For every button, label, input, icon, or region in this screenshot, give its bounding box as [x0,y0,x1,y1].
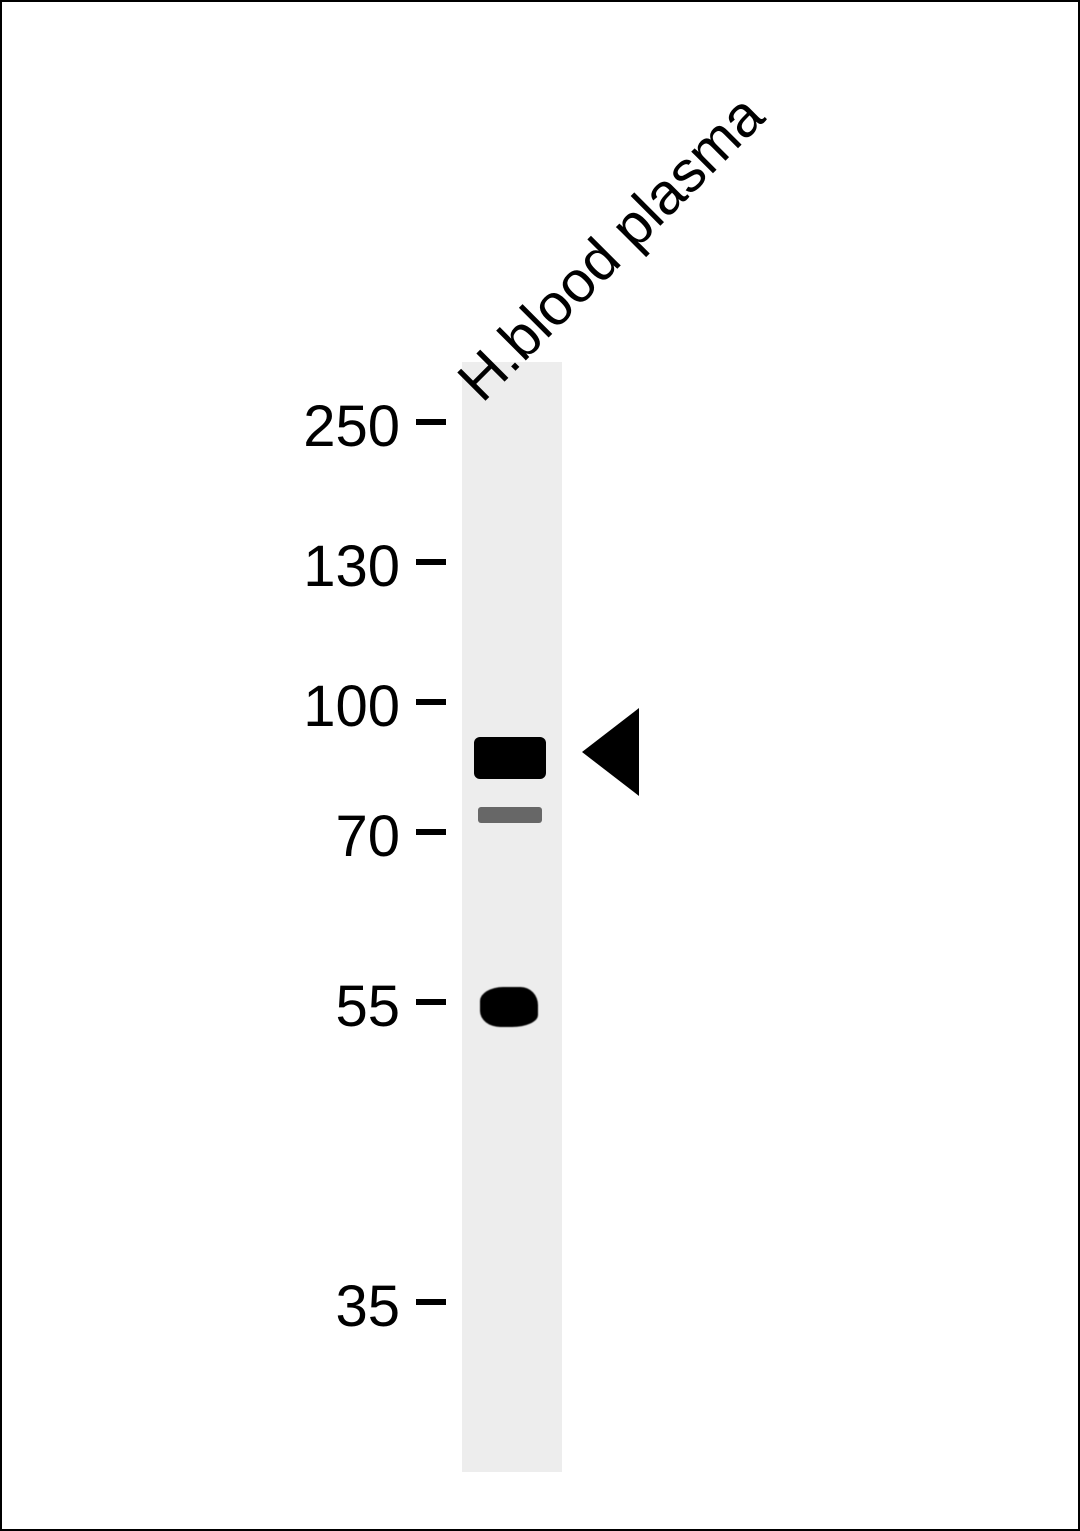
band [478,807,542,823]
marker-label: 100 [303,673,400,740]
marker-tick [416,419,446,425]
lane-label: H.blood plasma [445,82,777,414]
marker-tick [416,559,446,565]
marker-label: 35 [335,1273,400,1340]
marker-tick [416,699,446,705]
marker-label: 70 [335,803,400,870]
target-band-arrow-icon [582,708,639,796]
marker-label: 55 [335,973,400,1040]
marker-tick [416,829,446,835]
marker-label: 250 [303,393,400,460]
marker-label: 130 [303,533,400,600]
band [474,737,546,779]
lane-strip [462,362,562,1472]
blot-figure: H.blood plasma 250 130 100 70 55 35 [2,2,1078,1529]
marker-tick [416,999,446,1005]
band [480,987,538,1027]
marker-tick [416,1299,446,1305]
